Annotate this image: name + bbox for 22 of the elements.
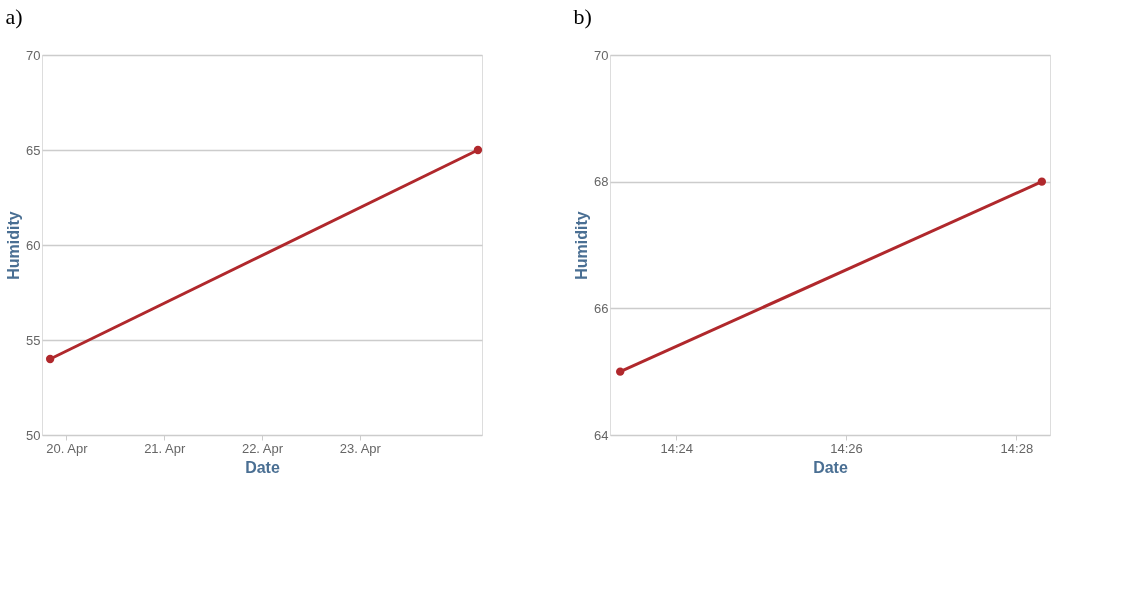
y-tick-label: 50 — [26, 427, 41, 443]
y-tick-label: 70 — [594, 47, 609, 63]
y-tick-label: 55 — [26, 332, 41, 348]
y-tick-label: 60 — [26, 237, 41, 253]
x-axis-title: Date — [245, 458, 280, 476]
x-tick-label: 22. Apr — [241, 440, 284, 456]
y-tick-label: 70 — [26, 47, 41, 63]
y-tick-label: 65 — [26, 142, 41, 158]
x-tick-label: 14:24 — [660, 440, 694, 456]
x-tick-label: 14:28 — [1000, 440, 1034, 456]
x-tick-label: 23. Apr — [339, 440, 382, 456]
x-tick-label: 20. Apr — [46, 440, 89, 456]
x-tick-label: 14:26 — [830, 440, 863, 456]
y-axis-title: Humidity — [573, 211, 591, 280]
y-tick-label: 66 — [594, 300, 609, 316]
y-tick-label: 64 — [594, 427, 609, 443]
chart-title: a) — [5, 4, 23, 29]
y-tick-label: 68 — [594, 174, 609, 190]
x-axis-title: Date — [813, 458, 848, 476]
x-tick-label: 21. Apr — [144, 440, 186, 456]
y-axis-title: Humidity — [5, 211, 23, 280]
chart-title: b) — [573, 4, 592, 29]
